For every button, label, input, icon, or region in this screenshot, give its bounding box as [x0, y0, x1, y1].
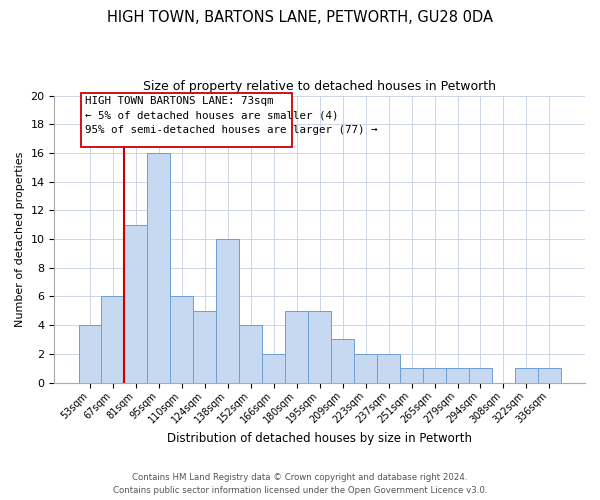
Title: Size of property relative to detached houses in Petworth: Size of property relative to detached ho…: [143, 80, 496, 93]
Bar: [308, 311, 331, 382]
Y-axis label: Number of detached properties: Number of detached properties: [15, 152, 25, 326]
Bar: [331, 340, 354, 382]
X-axis label: Distribution of detached houses by size in Petworth: Distribution of detached houses by size …: [167, 432, 472, 445]
Bar: [354, 354, 377, 382]
Bar: [446, 368, 469, 382]
Bar: [193, 311, 217, 382]
Bar: [538, 368, 561, 382]
Bar: [101, 296, 124, 382]
Bar: [469, 368, 492, 382]
Text: HIGH TOWN BARTONS LANE: 73sqm
← 5% of detached houses are smaller (4)
95% of sem: HIGH TOWN BARTONS LANE: 73sqm ← 5% of de…: [85, 96, 378, 135]
Text: Contains HM Land Registry data © Crown copyright and database right 2024.
Contai: Contains HM Land Registry data © Crown c…: [113, 474, 487, 495]
Bar: [239, 325, 262, 382]
Bar: [148, 153, 170, 382]
Bar: [79, 325, 101, 382]
Bar: [515, 368, 538, 382]
Bar: [377, 354, 400, 382]
Bar: [423, 368, 446, 382]
Bar: [217, 239, 239, 382]
Bar: [81, 92, 292, 147]
Bar: [400, 368, 423, 382]
Text: HIGH TOWN, BARTONS LANE, PETWORTH, GU28 0DA: HIGH TOWN, BARTONS LANE, PETWORTH, GU28 …: [107, 10, 493, 25]
Bar: [262, 354, 285, 382]
Bar: [124, 224, 148, 382]
Bar: [170, 296, 193, 382]
Bar: [285, 311, 308, 382]
